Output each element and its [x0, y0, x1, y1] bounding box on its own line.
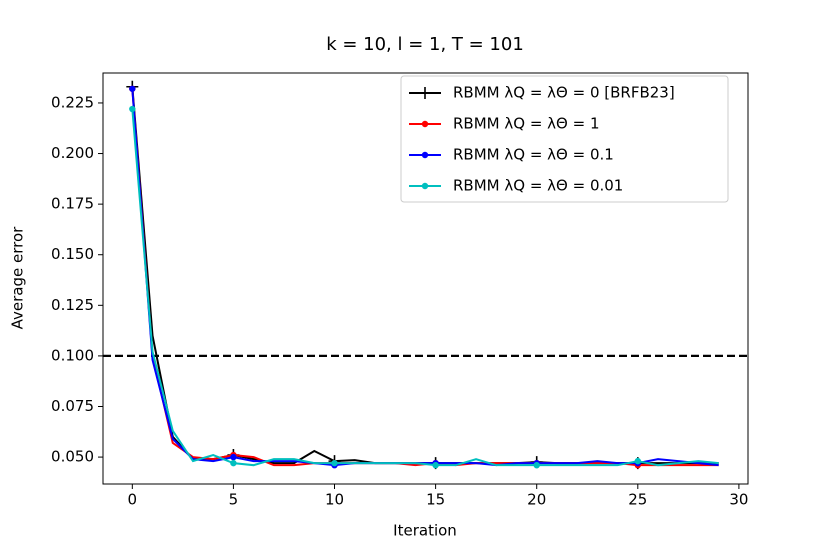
marker: [129, 85, 136, 92]
legend-label: RBMM λQ = λΘ = 0 [BRFB23]: [453, 84, 675, 102]
x-tick-label: 0: [128, 491, 138, 509]
legend-marker: [421, 182, 429, 190]
y-tick-label: 0.150: [51, 245, 94, 263]
x-axis-label: Iteration: [393, 522, 457, 540]
y-tick-label: 0.100: [51, 346, 94, 364]
x-tick-label: 5: [229, 491, 239, 509]
y-tick-label: 0.200: [51, 144, 94, 162]
y-tick-label: 0.225: [51, 93, 94, 111]
legend-marker: [421, 120, 429, 128]
x-tick-label: 20: [527, 491, 546, 509]
x-tick-label: 30: [729, 491, 748, 509]
plot-area: [103, 80, 748, 470]
legend-label: RBMM λQ = λΘ = 0.1: [453, 146, 614, 164]
legend-marker: [419, 87, 431, 99]
legend-label: RBMM λQ = λΘ = 0.01: [453, 177, 623, 195]
chart-title: k = 10, l = 1, T = 101: [326, 34, 524, 55]
marker: [331, 459, 338, 467]
series-line: [131, 88, 719, 467]
series-line: [131, 108, 719, 467]
marker: [634, 457, 642, 465]
marker: [432, 461, 439, 469]
y-tick-label: 0.125: [51, 296, 94, 314]
legend-marker: [421, 151, 429, 159]
marker: [129, 105, 136, 113]
x-tick-label: 25: [628, 491, 647, 509]
y-tick-label: 0.175: [51, 195, 94, 213]
marker: [533, 461, 540, 469]
legend-label: RBMM λQ = λΘ = 1: [453, 115, 599, 133]
x-tick-label: 10: [325, 491, 344, 509]
y-tick-label: 0.075: [51, 397, 94, 415]
marker: [230, 459, 237, 467]
y-tick-label: 0.050: [51, 448, 94, 466]
y-axis-label: Average error: [9, 226, 27, 330]
legend-box: [400, 75, 729, 203]
marker: [230, 453, 237, 461]
x-tick-label: 15: [426, 491, 445, 509]
plot-frame: [102, 72, 749, 485]
